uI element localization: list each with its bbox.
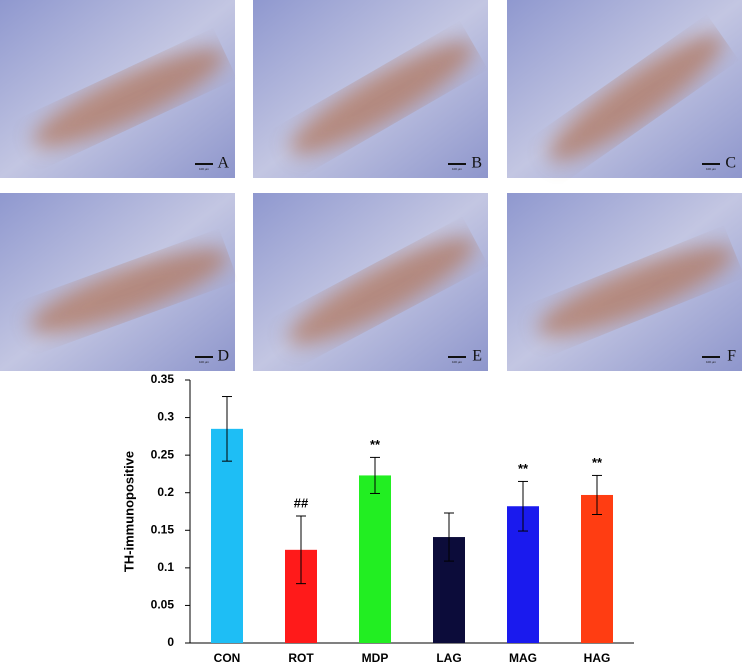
error-bar [296, 515, 306, 585]
panel-label: A [217, 155, 229, 172]
panel-label: B [471, 155, 482, 172]
x-tick-label: LAG [436, 651, 461, 665]
x-tick-label: ROT [288, 651, 314, 665]
significance-label: ** [518, 461, 529, 476]
micrograph: 100 μm A [0, 0, 235, 178]
error-bar [370, 456, 380, 494]
x-tick-label: CON [214, 651, 241, 665]
significance-label: ** [370, 437, 381, 452]
scale-bar-label: 100 μm [452, 360, 463, 364]
y-tick-label: 0 [167, 635, 174, 649]
x-tick-label: HAG [584, 651, 611, 665]
panel-label: C [725, 155, 736, 172]
stained-region [29, 248, 229, 334]
micrograph: 100 μm D [0, 193, 235, 371]
panel-label: D [217, 348, 229, 365]
scale-bar-label: 100 μm [199, 360, 210, 364]
bar [359, 475, 391, 643]
scale-bar-label: 100 μm [452, 167, 463, 171]
error-bar [518, 480, 528, 532]
y-axis-label: TH-immunopositive [121, 451, 136, 572]
micrograph: 100 μm B [253, 0, 488, 178]
y-tick-label: 0.25 [151, 447, 175, 461]
stained-region [288, 237, 477, 345]
y-tick-label: 0.3 [157, 410, 174, 424]
error-bar [592, 474, 602, 516]
stained-region [32, 48, 226, 148]
scale-bar-label: 100 μm [706, 360, 717, 364]
bar-chart: TH-immunopositive 0 0.05 0.1 0.15 0.2 0.25 0.3 0… [121, 372, 634, 665]
stained-region [548, 34, 724, 162]
micrograph: 100 μm C [507, 0, 742, 178]
error-bar [444, 512, 454, 562]
x-tick-label: MAG [509, 651, 537, 665]
y-tick-label: 0.15 [151, 522, 175, 536]
y-tick-label: 0.05 [151, 598, 175, 612]
y-tick-label: 0.35 [151, 372, 175, 386]
y-tick-label: 0.1 [157, 560, 174, 574]
bar [211, 428, 243, 643]
micrograph: 100 μm F [507, 193, 742, 371]
stained-region [289, 41, 475, 155]
stained-region [537, 245, 735, 336]
bar [581, 494, 613, 643]
scale-bar-label: 100 μm [706, 167, 717, 171]
micrograph: 100 μm E [253, 193, 488, 371]
scale-bar-label: 100 μm [199, 167, 210, 171]
significance-label: ** [592, 455, 603, 470]
y-tick-label: 0.2 [157, 485, 174, 499]
significance-label: ## [294, 495, 309, 510]
x-tick-label: MDP [362, 651, 389, 665]
panel-label: F [727, 348, 736, 365]
panel-label: E [472, 348, 482, 365]
error-bar [222, 396, 232, 462]
